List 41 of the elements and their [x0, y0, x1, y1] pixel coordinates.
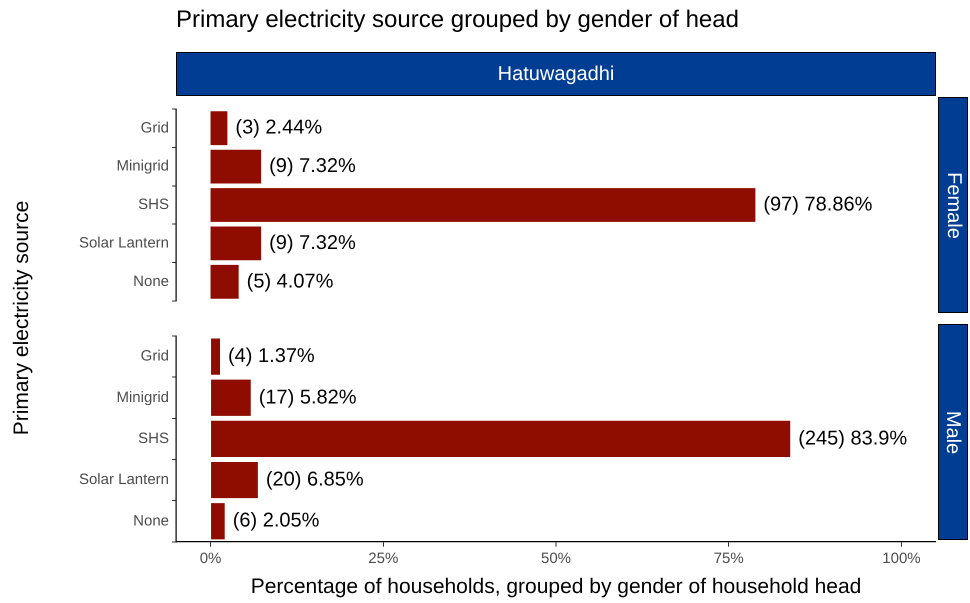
text: Hatuwagadhi	[176, 52, 936, 96]
bar	[211, 338, 220, 375]
bar	[211, 420, 790, 458]
bar	[210, 150, 262, 184]
x-tick-label: 25%	[368, 550, 398, 567]
y-tick-label: Grid	[140, 119, 169, 136]
data-label: (6) 2.05%	[232, 510, 320, 532]
chart-title: Primary electricity source grouped by gender of head	[176, 6, 739, 34]
data-label: (3) 2.44%	[235, 116, 322, 139]
data-label: (97) 78.86%	[763, 194, 873, 216]
text: Female	[942, 172, 965, 238]
x-tick-label: 50%	[540, 550, 572, 567]
y-tick-label: Minigrid	[116, 158, 169, 175]
x-tick-label: 75%	[714, 550, 744, 567]
y-tick-label: None	[133, 512, 169, 530]
bar	[211, 462, 258, 498]
bar	[210, 264, 239, 299]
x-axis-title: Percentage of households, grouped by gender of household head	[250, 575, 862, 598]
x-tick-label: 0%	[200, 550, 222, 567]
data-label: (9) 7.32%	[269, 155, 356, 178]
y-tick-label: Solar Lantern	[78, 234, 169, 252]
y-tick-label: Minigrid	[116, 388, 169, 406]
data-label: (20) 6.85%	[266, 468, 364, 491]
bar	[210, 226, 262, 260]
x-tick-label: 100%	[882, 550, 921, 567]
y-tick-label: SHS	[138, 430, 169, 448]
bar	[211, 503, 225, 540]
data-label: (9) 7.32%	[269, 232, 356, 254]
bar	[210, 111, 228, 146]
y-axis-title: Primary electricity source	[10, 200, 34, 436]
data-label: (17) 5.82%	[258, 386, 357, 408]
y-tick-label: SHS	[138, 196, 169, 214]
y-tick-label: Grid	[140, 348, 169, 365]
data-label: (245) 83.9%	[798, 427, 908, 450]
bar	[211, 380, 251, 416]
data-label: (4) 1.37%	[228, 345, 315, 368]
y-tick-label: Solar Lantern	[78, 471, 169, 488]
y-tick-label: None	[133, 272, 169, 290]
bar	[210, 188, 756, 222]
text: Male	[942, 410, 965, 454]
data-label: (5) 4.07%	[246, 270, 334, 292]
